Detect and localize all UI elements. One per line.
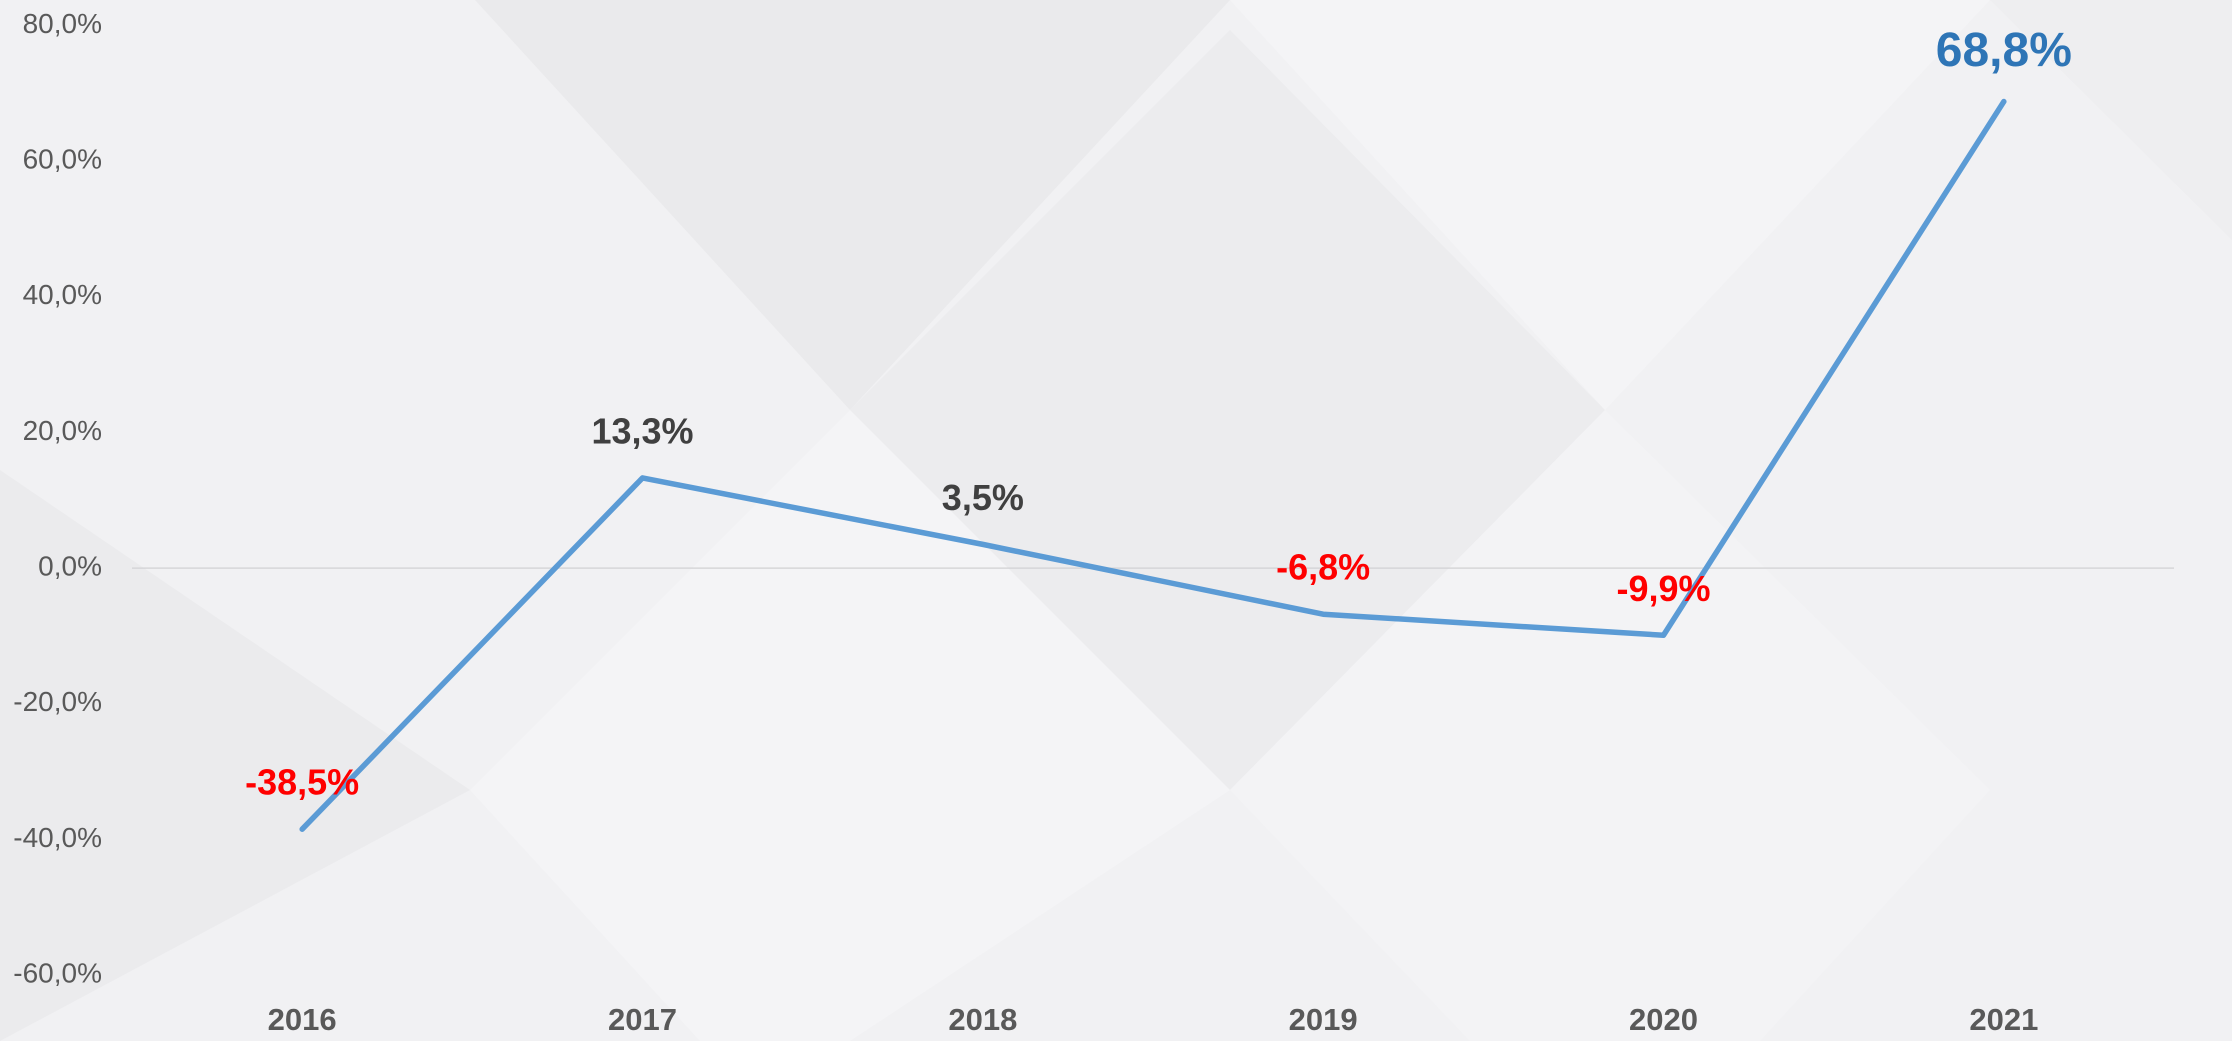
data-label: 68,8% <box>1936 24 2072 77</box>
data-label: -9,9% <box>1616 568 1710 609</box>
x-tick-label: 2019 <box>1289 1002 1358 1037</box>
series-line <box>299 98 2007 832</box>
x-tick-label: 2018 <box>948 1002 1017 1037</box>
data-label: 13,3% <box>591 410 693 451</box>
y-tick-label: 20,0% <box>23 415 102 446</box>
data-label: -38,5% <box>245 762 359 803</box>
y-tick-label: -20,0% <box>13 686 102 717</box>
x-tick-label: 2021 <box>1969 1002 2038 1037</box>
y-tick-label: 40,0% <box>23 279 102 310</box>
y-tick-label: 80,0% <box>23 8 102 39</box>
x-tick-label: 2017 <box>608 1002 677 1037</box>
y-tick-label: -40,0% <box>13 822 102 853</box>
x-tick-label: 2016 <box>268 1002 337 1037</box>
y-tick-label: -60,0% <box>13 957 102 988</box>
y-tick-label: 0,0% <box>38 551 102 582</box>
y-tick-label: 60,0% <box>23 144 102 175</box>
data-label: -6,8% <box>1276 547 1370 588</box>
data-label: 3,5% <box>942 477 1024 518</box>
x-tick-label: 2020 <box>1629 1002 1698 1037</box>
